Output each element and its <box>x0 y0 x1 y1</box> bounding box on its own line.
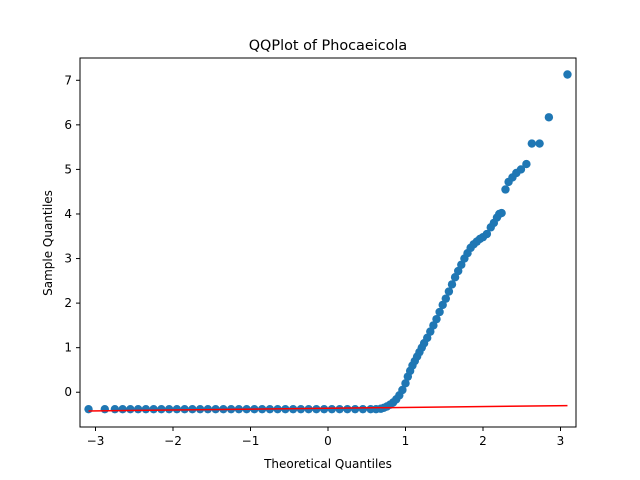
axes-frame <box>79 57 577 428</box>
data-point <box>432 314 441 324</box>
y-tick-label: 5 <box>64 162 72 176</box>
data-point <box>441 294 450 303</box>
x-tick-label: −2 <box>164 434 182 448</box>
x-tick-label: −1 <box>242 434 260 448</box>
data-point <box>516 165 526 174</box>
data-point <box>350 404 360 414</box>
data-point <box>501 185 510 194</box>
y-tick-label: 1 <box>64 341 72 355</box>
data-point <box>118 404 127 414</box>
data-point <box>126 404 135 414</box>
y-axis-label: Sample Quantiles <box>41 190 55 296</box>
data-point <box>164 404 174 414</box>
y-tick-label: 3 <box>64 252 72 266</box>
data-point <box>438 300 447 310</box>
plot-area <box>84 70 572 414</box>
data-point <box>447 280 457 289</box>
data-point <box>100 404 110 414</box>
x-tick-label: −3 <box>87 434 105 448</box>
data-point <box>358 404 368 414</box>
data-point <box>444 287 454 296</box>
data-point <box>84 404 93 414</box>
data-point <box>497 208 506 218</box>
axis-ticks: −3 −2 −1 0 1 2 3 0 1 2 3 4 5 6 7 <box>64 73 564 448</box>
data-point <box>157 404 166 414</box>
x-axis-label: Theoretical Quantiles <box>263 457 392 471</box>
data-point <box>426 327 435 336</box>
reference-line <box>88 404 568 412</box>
data-point <box>401 379 410 388</box>
chart-title: QQPlot of Phocaeicola <box>249 38 408 54</box>
data-point <box>563 70 572 79</box>
y-tick-label: 6 <box>64 118 72 132</box>
data-point <box>327 404 337 414</box>
data-point <box>172 404 182 414</box>
data-point <box>319 404 329 414</box>
data-point <box>435 307 444 317</box>
data-point <box>110 404 120 414</box>
data-point <box>141 404 151 414</box>
data-point <box>454 266 463 276</box>
data-point <box>335 404 344 414</box>
data-point <box>343 404 352 414</box>
x-tick-label: 3 <box>557 434 565 448</box>
data-point <box>312 404 321 414</box>
data-point <box>133 404 143 414</box>
data-point <box>535 139 544 148</box>
y-tick-label: 4 <box>64 207 72 221</box>
data-point <box>522 159 531 169</box>
data-point <box>482 229 492 239</box>
x-tick-label: 1 <box>402 434 410 448</box>
data-point <box>429 321 438 330</box>
data-point <box>457 260 466 269</box>
y-tick-label: 0 <box>64 385 72 399</box>
data-point <box>423 333 432 343</box>
data-point <box>544 113 554 122</box>
data-point <box>398 385 407 395</box>
x-tick-label: 0 <box>324 434 332 448</box>
y-tick-label: 7 <box>64 73 72 87</box>
data-point <box>527 139 537 148</box>
data-point <box>149 404 158 414</box>
x-tick-label: 2 <box>479 434 487 448</box>
y-tick-label: 2 <box>64 296 72 310</box>
data-point <box>450 273 460 282</box>
